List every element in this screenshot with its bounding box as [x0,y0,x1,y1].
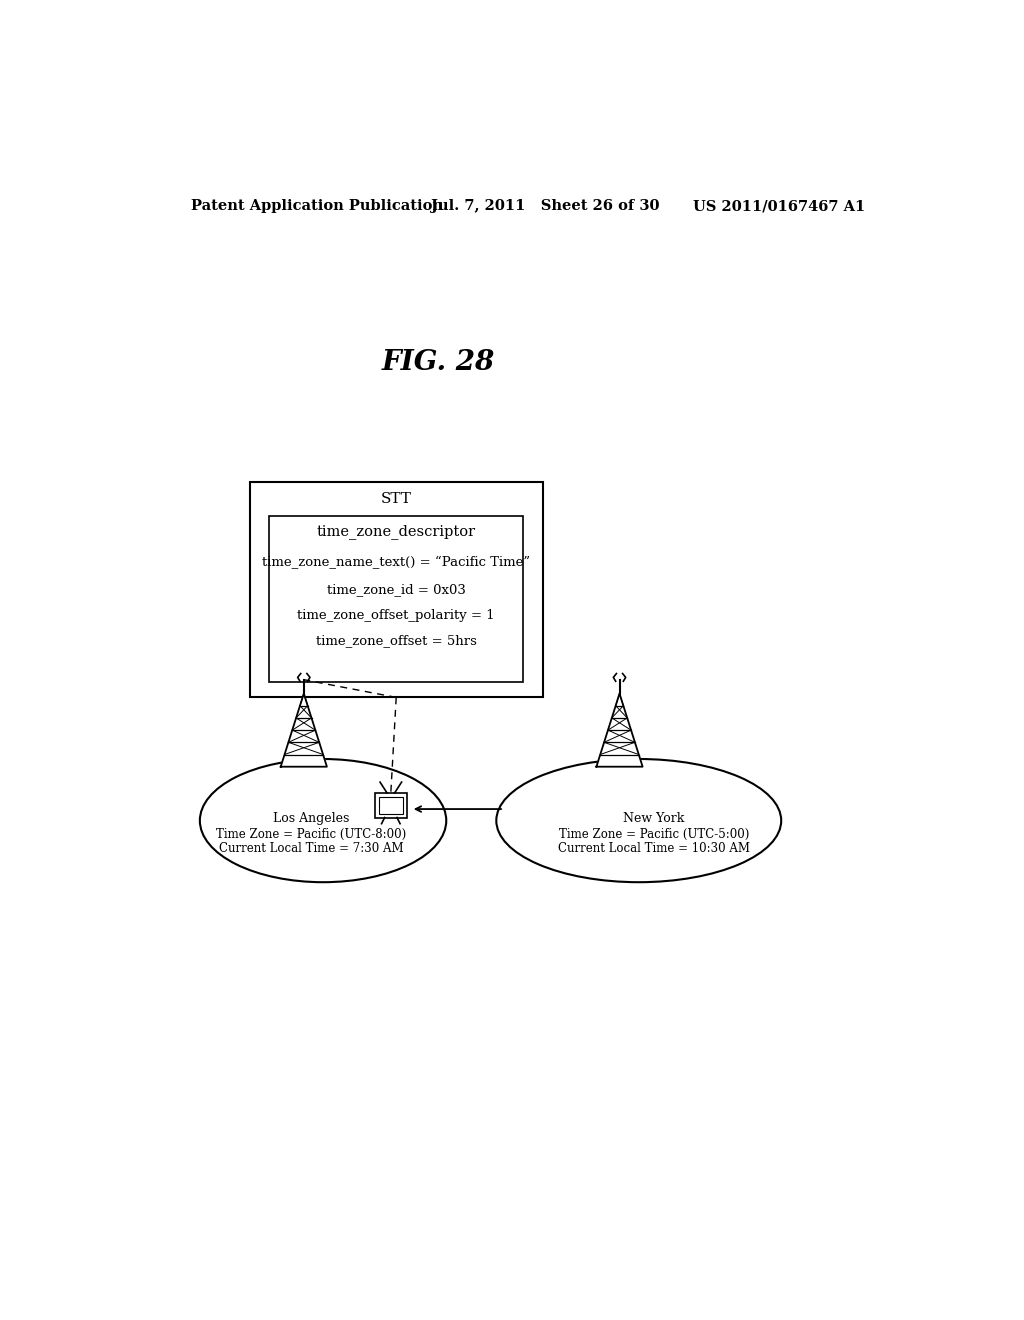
Text: Patent Application Publication: Patent Application Publication [190,199,442,213]
Polygon shape [596,693,643,767]
Text: Los Angeles: Los Angeles [273,812,350,825]
Text: New York: New York [624,812,685,825]
Text: time_zone_offset = 5hrs: time_zone_offset = 5hrs [315,634,476,647]
Text: time_zone_offset_polarity = 1: time_zone_offset_polarity = 1 [297,609,495,622]
Text: Current Local Time = 10:30 AM: Current Local Time = 10:30 AM [558,842,751,855]
Ellipse shape [200,759,446,882]
Bar [250,482,543,697]
Text: Time Zone = Pacific (UTC-5:00): Time Zone = Pacific (UTC-5:00) [559,828,750,841]
Text: STT: STT [381,492,412,506]
Text: time_zone_descriptor: time_zone_descriptor [316,524,476,540]
Text: Jul. 7, 2011   Sheet 26 of 30: Jul. 7, 2011 Sheet 26 of 30 [431,199,659,213]
Text: US 2011/0167467 A1: US 2011/0167467 A1 [692,199,865,213]
Text: Current Local Time = 7:30 AM: Current Local Time = 7:30 AM [219,842,403,855]
Bar [375,793,407,817]
Bar [379,797,403,813]
Ellipse shape [497,759,781,882]
Text: time_zone_id = 0x03: time_zone_id = 0x03 [327,583,466,597]
Text: FIG. 28: FIG. 28 [382,348,496,376]
Bar [269,516,523,682]
Polygon shape [281,693,327,767]
Text: Time Zone = Pacific (UTC-8:00): Time Zone = Pacific (UTC-8:00) [216,828,407,841]
Text: time_zone_name_text() = “Pacific Time”: time_zone_name_text() = “Pacific Time” [262,556,530,569]
